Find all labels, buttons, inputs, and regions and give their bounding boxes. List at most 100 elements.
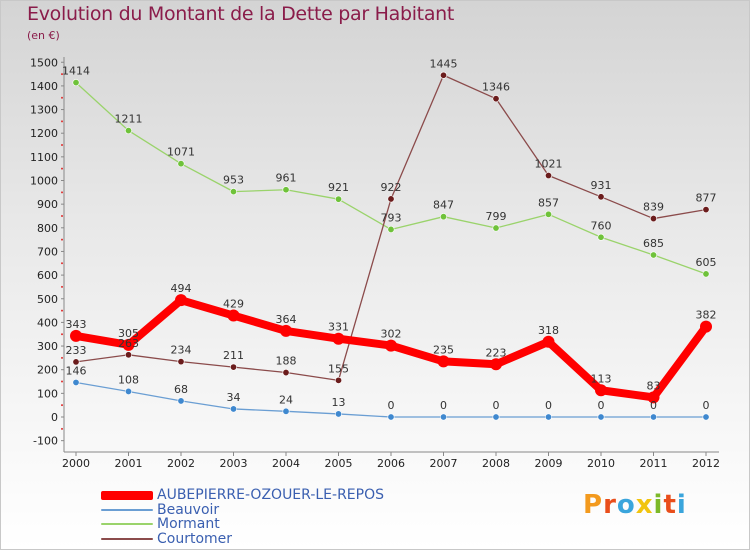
data-label-courtomer: 931 xyxy=(591,179,612,192)
logo-letter: i xyxy=(653,490,664,520)
legend-swatch xyxy=(101,490,153,500)
data-point-mormant xyxy=(439,213,447,221)
y-tick-label: 1500 xyxy=(30,56,58,69)
data-point-aubepierre-ozouer-le-repos xyxy=(647,391,660,404)
data-point-beauvoir xyxy=(439,413,447,421)
data-label-aubepierre-ozouer-le-repos: 318 xyxy=(538,324,559,337)
data-point-beauvoir xyxy=(649,413,657,421)
logo-letter: i xyxy=(676,490,687,520)
chart-title: Evolution du Montant de la Dette par Hab… xyxy=(27,3,455,25)
data-label-beauvoir: 68 xyxy=(174,383,188,396)
x-tick-label: 2004 xyxy=(272,457,300,470)
data-label-courtomer: 1445 xyxy=(430,57,458,70)
data-label-mormant: 961 xyxy=(276,172,297,185)
series-line-mormant xyxy=(75,81,707,275)
data-point-courtomer xyxy=(492,95,500,103)
y-tick-label: 600 xyxy=(37,269,58,282)
x-tick-label: 2008 xyxy=(482,457,510,470)
data-point-aubepierre-ozouer-le-repos xyxy=(385,339,397,352)
data-label-courtomer: 155 xyxy=(328,362,349,375)
data-label-courtomer: 1021 xyxy=(535,158,563,171)
data-point-courtomer xyxy=(387,195,395,203)
data-label-courtomer: 922 xyxy=(381,181,402,194)
data-point-mormant xyxy=(125,127,133,135)
y-tick-label: 1200 xyxy=(30,127,58,140)
data-point-mormant xyxy=(702,270,710,278)
data-label-beauvoir: 146 xyxy=(66,364,87,377)
y-tick-label: 1000 xyxy=(30,175,58,188)
data-label-beauvoir: 13 xyxy=(332,396,346,409)
logo-letter: o xyxy=(616,490,636,520)
y-minor-tick xyxy=(61,309,63,312)
y-minor-tick xyxy=(61,238,63,241)
data-point-mormant xyxy=(544,210,552,218)
x-tick-label: 2005 xyxy=(325,457,353,470)
data-label-aubepierre-ozouer-le-repos: 235 xyxy=(433,343,454,356)
y-tick-label: 100 xyxy=(37,387,58,400)
data-label-aubepierre-ozouer-le-repos: 494 xyxy=(171,282,192,295)
y-minor-tick xyxy=(61,380,63,383)
data-label-aubepierre-ozouer-le-repos: 364 xyxy=(276,313,297,326)
y-tick-label: 500 xyxy=(37,293,58,306)
data-label-mormant: 605 xyxy=(696,256,717,269)
y-minor-tick xyxy=(61,404,63,407)
data-point-aubepierre-ozouer-le-repos xyxy=(700,320,712,333)
data-point-mormant xyxy=(230,188,238,196)
y-minor-tick xyxy=(61,73,63,76)
x-tick-label: 2001 xyxy=(115,457,143,470)
data-point-courtomer xyxy=(649,215,657,223)
x-tick-label: 2012 xyxy=(692,457,720,470)
x-tick-label: 2003 xyxy=(220,457,248,470)
data-label-mormant: 857 xyxy=(538,196,559,209)
data-point-beauvoir xyxy=(177,397,185,405)
data-point-courtomer xyxy=(282,369,290,377)
data-point-mormant xyxy=(177,160,185,168)
x-tick-label: 2011 xyxy=(640,457,668,470)
data-point-aubepierre-ozouer-le-repos xyxy=(490,358,502,371)
data-label-mormant: 760 xyxy=(591,219,612,232)
logo-letter: P xyxy=(583,490,604,520)
data-point-beauvoir xyxy=(282,407,290,415)
legend-item-mormant: Mormant xyxy=(101,517,384,532)
legend-item-courtomer: Courtomer xyxy=(101,532,384,547)
y-tick-label: 200 xyxy=(37,364,58,377)
data-label-courtomer: 188 xyxy=(276,355,297,368)
y-minor-tick xyxy=(61,96,63,99)
data-point-aubepierre-ozouer-le-repos xyxy=(175,294,187,307)
data-point-courtomer xyxy=(334,376,342,384)
data-point-beauvoir xyxy=(230,405,238,413)
data-label-beauvoir: 24 xyxy=(279,393,293,406)
proxiti-logo: Proxiti xyxy=(583,490,687,520)
y-minor-tick xyxy=(61,144,63,147)
data-point-aubepierre-ozouer-le-repos xyxy=(542,335,555,348)
y-tick-label: 1400 xyxy=(30,80,58,93)
y-minor-tick xyxy=(61,167,63,170)
y-minor-tick xyxy=(61,214,63,217)
x-tick-label: 2002 xyxy=(167,457,195,470)
legend-label: Beauvoir xyxy=(157,501,220,518)
data-label-aubepierre-ozouer-le-repos: 429 xyxy=(223,298,244,311)
data-point-courtomer xyxy=(72,358,80,366)
data-label-aubepierre-ozouer-le-repos: 302 xyxy=(381,328,402,341)
data-label-mormant: 799 xyxy=(486,210,507,223)
data-point-courtomer xyxy=(702,206,710,214)
data-point-mormant xyxy=(72,79,80,87)
data-point-beauvoir xyxy=(72,378,80,386)
data-label-beauvoir: 0 xyxy=(388,399,395,412)
legend-swatch xyxy=(101,537,153,540)
data-label-courtomer: 839 xyxy=(643,201,664,214)
data-label-aubepierre-ozouer-le-repos: 331 xyxy=(328,321,349,334)
legend-item-aubepierre-ozouer-le-repos: AUBEPIERRE-OZOUER-LE-REPOS xyxy=(101,488,384,503)
data-point-mormant xyxy=(282,186,290,194)
x-tick-label: 2010 xyxy=(587,457,615,470)
x-tick-label: 2006 xyxy=(377,457,405,470)
data-label-courtomer: 877 xyxy=(696,192,717,205)
data-label-courtomer: 211 xyxy=(223,349,244,362)
data-point-beauvoir xyxy=(597,413,605,421)
y-minor-tick xyxy=(61,427,63,430)
data-label-courtomer: 234 xyxy=(171,344,192,357)
data-point-aubepierre-ozouer-le-repos xyxy=(227,309,240,322)
data-label-mormant: 847 xyxy=(433,199,454,212)
logo-letter: r xyxy=(603,490,617,520)
